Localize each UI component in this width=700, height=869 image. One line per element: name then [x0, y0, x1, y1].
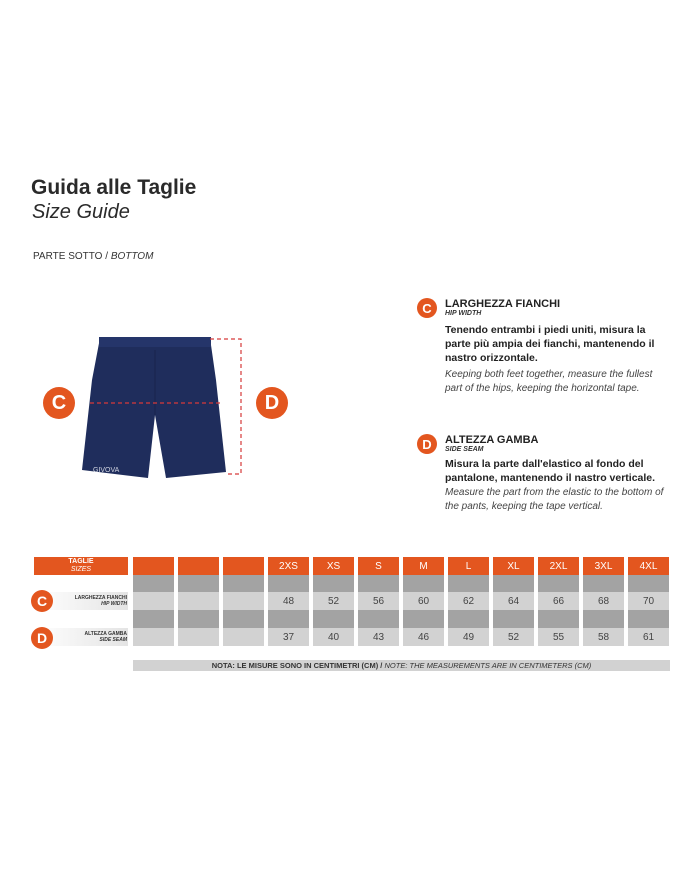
size-header-cell: 4XL	[628, 557, 669, 575]
page-subtitle: Size Guide	[32, 201, 130, 223]
hip-width-cell: 52	[313, 592, 354, 610]
row-marker-c-icon: C	[31, 590, 53, 612]
spacer-cell	[358, 575, 399, 592]
marker-c-icon: C	[43, 387, 75, 419]
hip-width-cell: 48	[268, 592, 309, 610]
note-en: NOTE: THE MEASUREMENTS ARE IN CENTIMETER…	[384, 661, 592, 670]
spacer-cell	[448, 575, 489, 592]
spacer-cell	[133, 575, 174, 592]
size-header-cell: 2XL	[538, 557, 579, 575]
measurement-note: NOTA: LE MISURE SONO IN CENTIMETRI (CM) …	[133, 660, 670, 671]
side-seam-cell: 61	[628, 628, 669, 646]
size-header-cell: XS	[313, 557, 354, 575]
measure-title: ALTEZZA GAMBA	[445, 434, 539, 446]
hip-width-cell	[223, 592, 264, 610]
letter-d-icon: D	[417, 434, 437, 454]
hip-width-cell: 60	[403, 592, 444, 610]
spacer-cell	[448, 610, 489, 628]
side-seam-cell: 43	[358, 628, 399, 646]
measure-text-en: Measure the part from the elastic to the…	[445, 487, 664, 512]
size-header-cell	[223, 557, 264, 575]
measure-title: LARGHEZZA FIANCHI	[445, 298, 561, 310]
measure-info-c: C LARGHEZZA FIANCHI HIP WIDTH Tenendo en…	[417, 298, 667, 396]
side-seam-cell: 52	[493, 628, 534, 646]
size-header-cell: L	[448, 557, 489, 575]
row-label-c: LARGHEZZA FIANCHI HIP WIDTH	[34, 592, 128, 610]
row-marker-d-icon: D	[31, 627, 53, 649]
spacer-cell	[538, 610, 579, 628]
hip-width-cell: 68	[583, 592, 624, 610]
size-header-cell: XL	[493, 557, 534, 575]
spacer-cell	[403, 575, 444, 592]
row-label-en: SIDE SEAM	[99, 637, 127, 643]
side-seam-cell: 37	[268, 628, 309, 646]
side-seam-cell	[223, 628, 264, 646]
hip-width-cell: 70	[628, 592, 669, 610]
side-seam-cell: 40	[313, 628, 354, 646]
hip-width-cell: 66	[538, 592, 579, 610]
table-header-label: TAGLIE SIZES	[34, 557, 128, 575]
row-label-d: ALTEZZA GAMBA SIDE SEAM	[34, 628, 128, 646]
hip-width-cell: 64	[493, 592, 534, 610]
spacer-cell	[358, 610, 399, 628]
spacer-cell	[268, 575, 309, 592]
size-header-cell: M	[403, 557, 444, 575]
spacer-cell	[583, 575, 624, 592]
spacer-cell	[628, 575, 669, 592]
side-seam-cell	[178, 628, 219, 646]
shorts-illustration: GIVOVA C D	[30, 320, 300, 490]
size-header-cell	[133, 557, 174, 575]
size-header-cell	[178, 557, 219, 575]
marker-d-icon: D	[256, 387, 288, 419]
side-seam-cell	[133, 628, 174, 646]
side-seam-line	[210, 338, 242, 475]
section-label: PARTE SOTTO / BOTTOM	[33, 251, 154, 262]
side-seam-cell: 46	[403, 628, 444, 646]
spacer-cell	[403, 610, 444, 628]
row-label-it: LARGHEZZA FIANCHI	[74, 595, 127, 601]
page-title: Guida alle Taglie	[31, 176, 197, 199]
measure-subtitle: SIDE SEAM	[445, 446, 484, 453]
size-header-cell: S	[358, 557, 399, 575]
section-label-en: BOTTOM	[110, 251, 154, 262]
measure-info-d: D ALTEZZA GAMBA SIDE SEAM Misura la part…	[417, 434, 667, 514]
spacer-cell	[223, 575, 264, 592]
spacer-cell	[178, 610, 219, 628]
note-it: NOTA: LE MISURE SONO IN CENTIMETRI (CM)	[211, 661, 379, 670]
spacer-cell	[223, 610, 264, 628]
hip-width-cell	[178, 592, 219, 610]
measure-text-it: Tenendo entrambi i piedi uniti, misura l…	[445, 324, 655, 364]
spacer-cell	[493, 575, 534, 592]
shorts-image: GIVOVA	[82, 337, 242, 478]
spacer-cell	[313, 575, 354, 592]
spacer-cell	[538, 575, 579, 592]
header-en: SIZES	[70, 566, 92, 573]
brand-logo: GIVOVA	[93, 467, 120, 474]
hip-width-cell: 62	[448, 592, 489, 610]
hip-width-cell	[133, 592, 174, 610]
side-seam-cell: 58	[583, 628, 624, 646]
spacer-cell	[268, 610, 309, 628]
measure-subtitle: HIP WIDTH	[445, 310, 482, 317]
spacer-cell	[178, 575, 219, 592]
spacer-cell	[583, 610, 624, 628]
size-header-cell: 2XS	[268, 557, 309, 575]
section-label-it: PARTE SOTTO	[33, 251, 103, 262]
letter-c-icon: C	[417, 298, 437, 318]
header-it: TAGLIE	[68, 558, 94, 565]
spacer-cell	[313, 610, 354, 628]
row-label-en: HIP WIDTH	[101, 601, 127, 607]
spacer-cell	[628, 610, 669, 628]
side-seam-cell: 49	[448, 628, 489, 646]
spacer-cell	[493, 610, 534, 628]
measure-text-it: Misura la parte dall'elastico al fondo d…	[445, 458, 656, 484]
row-label-it: ALTEZZA GAMBA	[84, 631, 128, 637]
size-header-cell: 3XL	[583, 557, 624, 575]
hip-width-cell: 56	[358, 592, 399, 610]
side-seam-cell: 55	[538, 628, 579, 646]
spacer-cell	[133, 610, 174, 628]
measure-text-en: Keeping both feet together, measure the …	[445, 369, 653, 394]
